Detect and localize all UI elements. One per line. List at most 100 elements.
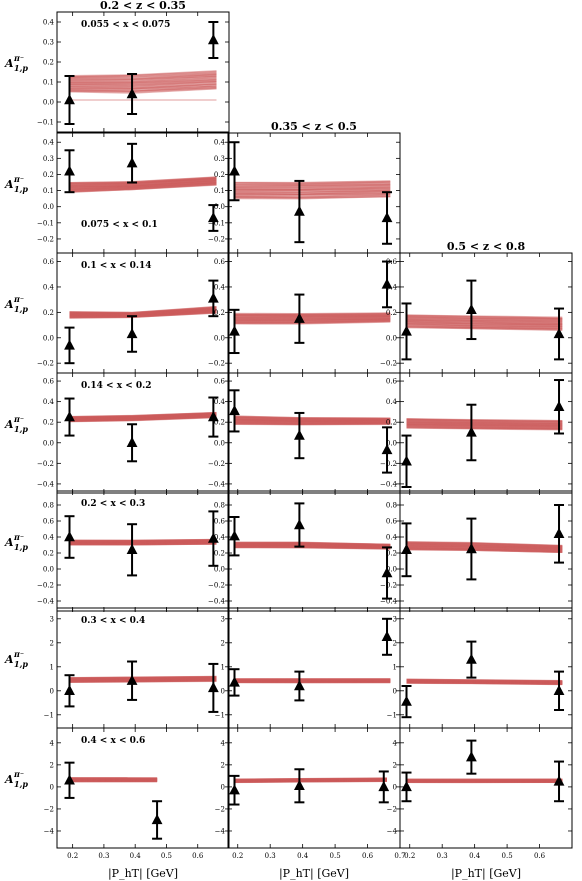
x-range-label: 0.4 < x < 0.6 bbox=[81, 736, 145, 746]
data-point-marker bbox=[64, 684, 75, 695]
data-point-marker bbox=[381, 211, 393, 223]
data-point-marker bbox=[553, 684, 565, 695]
band-replica-line bbox=[234, 547, 391, 550]
panel-r5-c0: −1 0 1 2 3 0.3 < x < 0.4 A π⁻1,p bbox=[4, 607, 230, 729]
y-tick-label: 0.4 bbox=[43, 398, 55, 406]
y-tick-label: 0.6 bbox=[386, 258, 398, 266]
band-replica-line bbox=[69, 179, 217, 188]
data-point-marker bbox=[207, 34, 219, 45]
y-axis-label-sup: π⁻ bbox=[13, 294, 24, 304]
band-replica-line bbox=[406, 682, 563, 686]
band-replica-line bbox=[69, 178, 217, 187]
band-replica-line bbox=[406, 682, 563, 685]
panel-frame bbox=[56, 132, 230, 254]
y-tick-label: 0.2 bbox=[214, 171, 225, 179]
x-axis-label: |P_hT| [GeV] bbox=[108, 867, 178, 881]
panel-r6-c1: −4 −2 0 2 4 0.2 0.3 0.4 0.5 0.6 0.7 |P_hT| [GeV] bbox=[215, 727, 406, 881]
y-axis-label-main: A bbox=[4, 418, 14, 431]
band-replica-line bbox=[69, 306, 217, 314]
y-tick-label: 4 bbox=[50, 739, 55, 747]
data-point-marker bbox=[64, 411, 75, 422]
x-range-label: 0.3 < x < 0.4 bbox=[81, 616, 145, 626]
band-replica-line bbox=[69, 412, 217, 418]
y-tick-label: 0.2 bbox=[214, 419, 225, 427]
panel-frame bbox=[56, 490, 230, 612]
y-tick-label: −0.4 bbox=[37, 480, 55, 488]
data-point-marker bbox=[126, 88, 138, 99]
y-tick-label: −2 bbox=[44, 805, 54, 813]
x-tick-label: 0.4 bbox=[297, 852, 309, 860]
y-tick-label: 4 bbox=[393, 739, 398, 747]
y-tick-label: −0.1 bbox=[37, 219, 54, 227]
y-tick-label: −0.4 bbox=[208, 480, 226, 488]
y-axis-label-main: A bbox=[4, 57, 14, 70]
y-tick-label: 0.3 bbox=[43, 39, 54, 47]
band-replica-line bbox=[69, 414, 217, 421]
y-tick-label: 0.3 bbox=[214, 155, 225, 163]
band-replica-line bbox=[69, 180, 217, 189]
y-tick-label: 0.2 bbox=[43, 309, 54, 317]
band-replica-line bbox=[406, 681, 563, 685]
panel-frame bbox=[227, 727, 401, 849]
band-replica-line bbox=[406, 680, 563, 684]
y-axis-label-sup: π⁻ bbox=[13, 174, 24, 184]
data-point-marker bbox=[207, 681, 219, 693]
band-replica-line bbox=[69, 308, 217, 316]
band-replica-line bbox=[69, 181, 217, 191]
y-tick-label: 2 bbox=[221, 639, 225, 647]
panel-frame bbox=[399, 252, 573, 374]
x-range-label: 0.075 < x < 0.1 bbox=[81, 220, 158, 230]
band-replica-line bbox=[406, 680, 563, 683]
data-point-marker bbox=[465, 751, 477, 762]
band-replica-line bbox=[406, 680, 563, 684]
y-tick-label: 0.2 bbox=[386, 419, 397, 427]
data-point-marker bbox=[64, 339, 75, 350]
y-tick-label: 0.6 bbox=[214, 518, 226, 526]
panel-r3-c0: −0.4 −0.2 0.0 0.2 0.4 0.6 0.14 < x < 0.2 A π⁻1,p bbox=[4, 372, 230, 494]
y-axis-label-sup: π⁻ bbox=[13, 769, 24, 779]
y-axis-label-sup: π⁻ bbox=[13, 649, 24, 659]
band-replica-line bbox=[69, 416, 217, 422]
band-replica-line bbox=[69, 412, 217, 419]
y-tick-label: −0.2 bbox=[208, 460, 225, 468]
y-tick-label: 0.6 bbox=[214, 378, 226, 386]
y-tick-label: −1 bbox=[44, 711, 54, 719]
band-replica-line bbox=[69, 415, 217, 421]
band-replica-line bbox=[69, 183, 217, 193]
band-replica-line bbox=[69, 415, 217, 422]
data-point-marker bbox=[207, 292, 219, 303]
panel-r3-c1: −0.4 −0.2 0.0 0.2 0.4 0.6 bbox=[208, 372, 401, 494]
y-tick-label: −0.2 bbox=[208, 360, 225, 368]
x-axis-label: |P_hT| [GeV] bbox=[279, 867, 349, 881]
band-replica-line bbox=[69, 178, 217, 187]
y-tick-label: −4 bbox=[44, 827, 55, 835]
panel-frame bbox=[56, 372, 230, 494]
y-tick-label: 0.2 bbox=[43, 171, 54, 179]
data-point-marker bbox=[465, 426, 477, 437]
band-replica-line bbox=[69, 415, 217, 422]
data-point-marker bbox=[401, 695, 412, 706]
y-tick-label: 0.3 bbox=[43, 155, 54, 163]
data-point-marker bbox=[401, 325, 412, 336]
y-tick-label: 0.1 bbox=[43, 187, 54, 195]
data-point-marker bbox=[381, 443, 393, 455]
y-tick-label: 3 bbox=[50, 615, 54, 623]
y-tick-label: −0.4 bbox=[380, 480, 398, 488]
panel-frame bbox=[399, 607, 573, 729]
y-axis-label-main: A bbox=[4, 773, 14, 786]
band-replica-line bbox=[69, 183, 217, 192]
x-axis-label: |P_hT| [GeV] bbox=[451, 867, 521, 881]
y-tick-label: 0.6 bbox=[386, 378, 398, 386]
band-replica-line bbox=[69, 414, 217, 421]
band-replica-line bbox=[406, 681, 563, 685]
y-tick-label: 2 bbox=[393, 639, 397, 647]
x-tick-label: 0.4 bbox=[469, 852, 481, 860]
y-tick-label: −0.2 bbox=[380, 460, 397, 468]
data-point-marker bbox=[126, 327, 138, 339]
y-tick-label: 0.6 bbox=[43, 518, 55, 526]
panel-frame bbox=[399, 727, 573, 849]
y-axis-label-sub: 1,p bbox=[14, 659, 28, 669]
y-tick-label: 2 bbox=[50, 639, 54, 647]
y-tick-label: 1 bbox=[50, 663, 54, 671]
